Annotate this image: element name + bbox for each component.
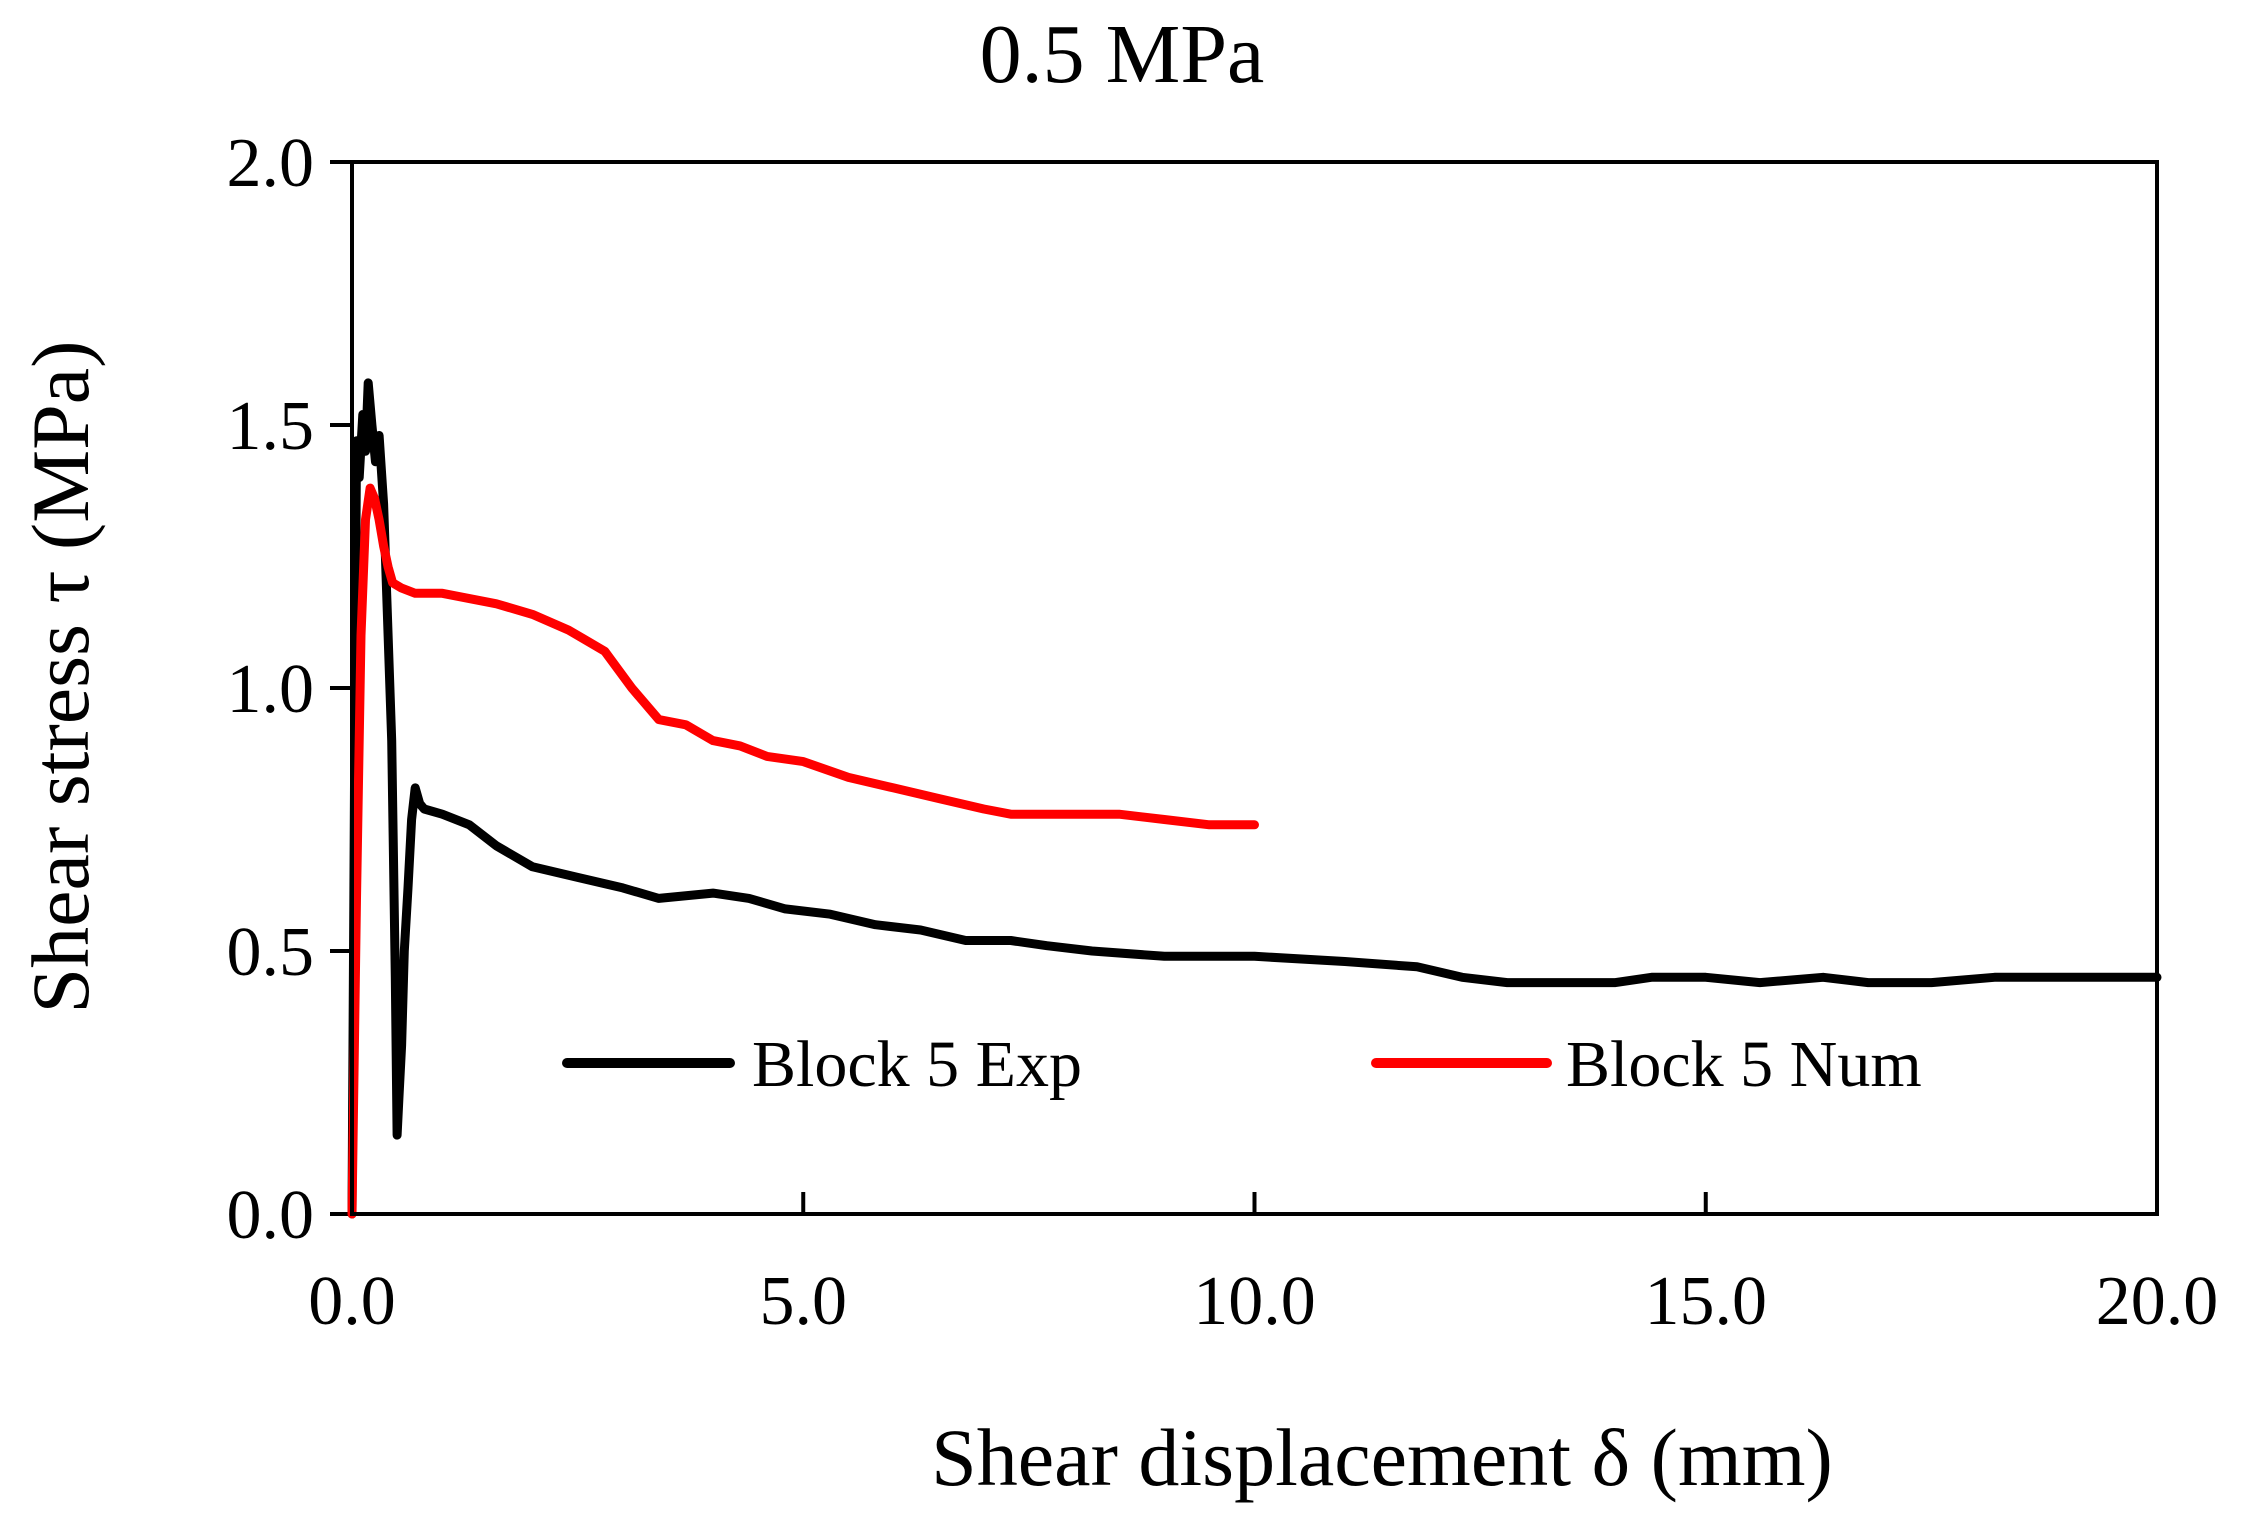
y-tick-label: 2.0 bbox=[227, 125, 315, 202]
x-tick-label: 15.0 bbox=[1645, 1263, 1768, 1340]
plot-frame bbox=[350, 160, 2159, 1216]
x-tick-label: 20.0 bbox=[2096, 1263, 2219, 1340]
x-tick-label: 0.0 bbox=[308, 1263, 396, 1340]
series-layer bbox=[347, 378, 2162, 1219]
y-tick-label: 0.5 bbox=[227, 914, 315, 991]
y-tick-label: 1.5 bbox=[227, 388, 315, 465]
x-axis-title: Shear displacement δ (mm) bbox=[931, 1412, 1833, 1503]
legend-label-block-5-num: Block 5 Num bbox=[1566, 1028, 1922, 1101]
tick-layer: 0.0 5.0 10.0 15.0 20.0 0.0 0.5 1.0 1.5 2.0 bbox=[227, 125, 2219, 1340]
y-tick-label: 0.0 bbox=[227, 1177, 315, 1254]
y-tick-label: 1.0 bbox=[227, 651, 315, 728]
legend: Block 5 Exp Block 5 Num bbox=[562, 1028, 1922, 1101]
series-line-block-5-num bbox=[347, 483, 1259, 1219]
x-tick-label: 10.0 bbox=[1193, 1263, 1316, 1340]
y-axis-title: Shear stress τ (MPa) bbox=[15, 341, 106, 1014]
x-tick-label: 5.0 bbox=[760, 1263, 848, 1340]
chart-title: 0.5 MPa bbox=[980, 8, 1265, 101]
legend-label-block-5-exp: Block 5 Exp bbox=[752, 1028, 1082, 1101]
